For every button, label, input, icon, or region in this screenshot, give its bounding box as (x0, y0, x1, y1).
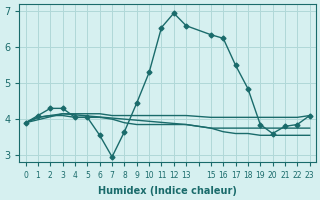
X-axis label: Humidex (Indice chaleur): Humidex (Indice chaleur) (98, 186, 237, 196)
